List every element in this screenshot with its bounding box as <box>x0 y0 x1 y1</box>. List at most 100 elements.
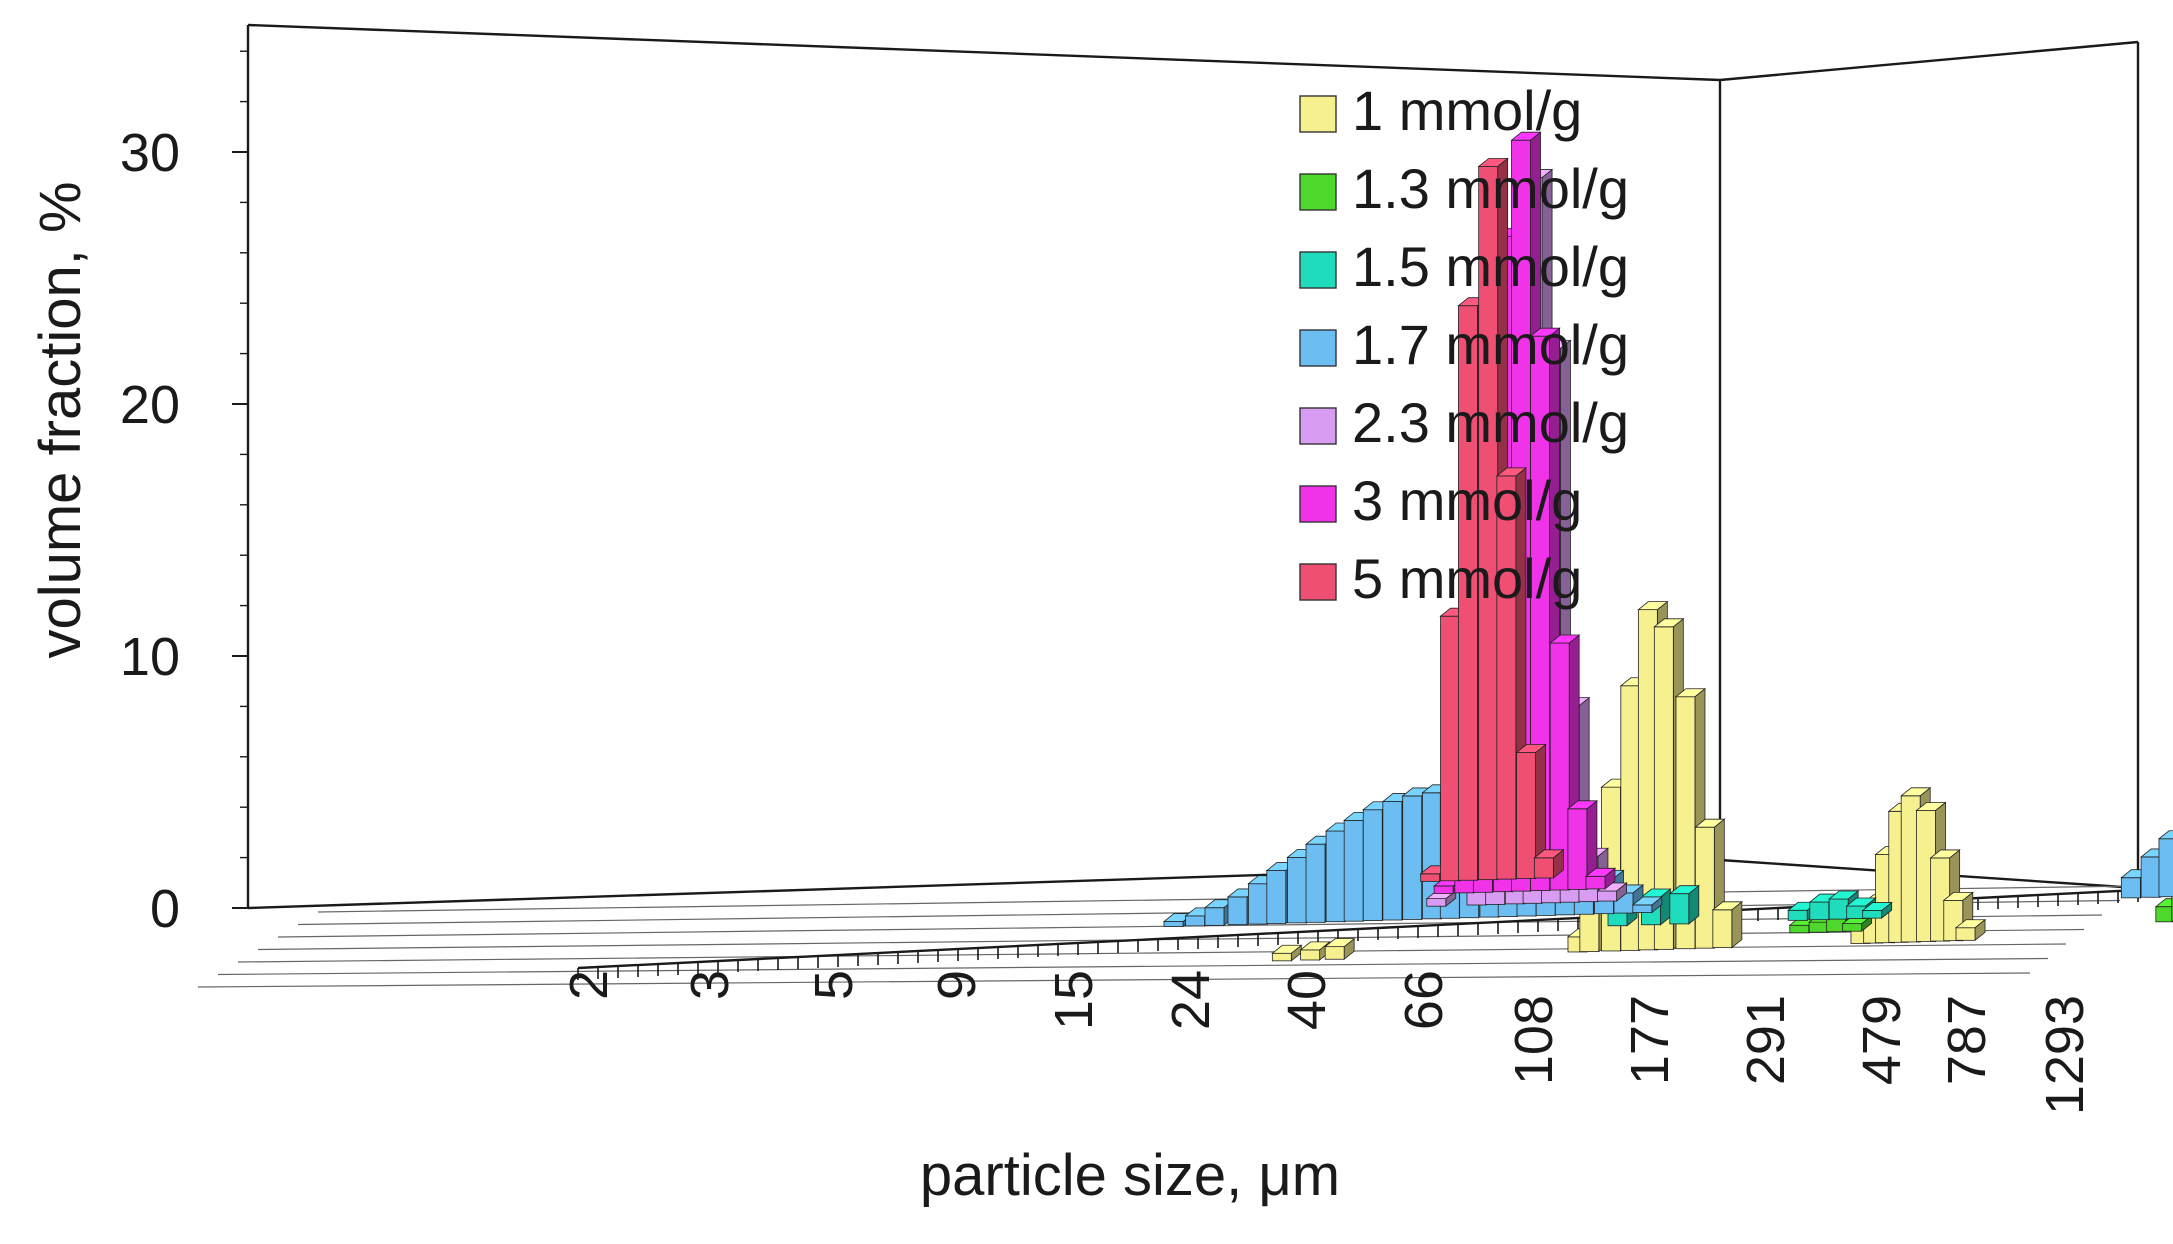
bar-front <box>1287 856 1307 924</box>
x-tick-label: 40 <box>1277 970 1337 1030</box>
x-tick-label: 5 <box>804 970 864 1000</box>
bar-top <box>1271 944 1303 954</box>
x-tick-label: 15 <box>1044 970 1104 1030</box>
chart-frame <box>246 23 2140 910</box>
bar-top <box>1942 891 1974 901</box>
bar-front <box>1185 915 1206 927</box>
bar-top <box>1510 131 1542 141</box>
bar-front <box>1248 883 1268 925</box>
legend-item: 1.7 mmol/g <box>1299 313 1629 376</box>
bar-front <box>2155 906 2173 923</box>
bar-top <box>1653 618 1685 628</box>
bar-top <box>1324 938 1356 948</box>
bar-top <box>1515 744 1547 753</box>
x-tick-label: 787 <box>1937 995 1997 1085</box>
bar-front <box>1496 475 1517 880</box>
bar-front <box>1809 901 1830 921</box>
back-wall-top-left <box>247 23 1721 82</box>
bar-top <box>1584 867 1617 877</box>
legend-item: 1.3 mmol/g <box>1299 157 1629 220</box>
bar-top <box>1694 818 1726 828</box>
x-axis-label: particle size, μm <box>920 1143 1340 1208</box>
x-tick-label: 2 <box>559 970 619 1000</box>
y-axis-ticks: 0 10 20 30 <box>120 50 248 939</box>
bar-front <box>1808 921 1829 933</box>
bar <box>1324 937 1356 961</box>
bar-top <box>1915 802 1947 811</box>
bar-front <box>1955 927 1976 941</box>
bar-top <box>1477 158 1509 167</box>
floor-row-line <box>197 972 2031 988</box>
legend-swatch <box>1299 173 1337 211</box>
legend-swatch <box>1299 407 1337 445</box>
bar <box>1495 467 1528 880</box>
bar <box>1271 944 1303 962</box>
back-wall-top-right <box>1719 40 2139 82</box>
bar <box>2154 898 2173 923</box>
x-tick-label: 479 <box>1852 995 1912 1085</box>
y-tick-label: 0 <box>150 879 180 939</box>
bar-top <box>1954 919 1987 929</box>
bar-top <box>1861 902 1893 911</box>
legend-label: 1.5 mmol/g <box>1352 235 1629 298</box>
bar-front <box>2120 877 2141 899</box>
legend-item: 3 mmol/g <box>1299 469 1582 532</box>
legend-label: 1.7 mmol/g <box>1352 313 1629 376</box>
bar-front <box>2171 895 2173 922</box>
legend-item: 2.3 mmol/g <box>1299 391 1629 454</box>
bar <box>2157 830 2173 898</box>
bar-front <box>1433 885 1454 894</box>
bar-front <box>1402 795 1423 920</box>
x-tick-label: 291 <box>1736 995 1796 1085</box>
bar <box>1954 918 1987 942</box>
bar-top <box>2154 898 2173 908</box>
x-tick-label: 24 <box>1161 970 1221 1030</box>
legend-item: 1.5 mmol/g <box>1299 235 1629 298</box>
bar-front <box>1669 893 1690 925</box>
bar-front <box>1305 843 1326 923</box>
bar-top <box>1299 941 1331 951</box>
bar <box>1631 896 1663 914</box>
bar-front <box>1325 830 1346 923</box>
bar-top <box>1495 467 1528 477</box>
bar-front <box>1712 909 1733 949</box>
bar-front <box>1789 924 1810 934</box>
bar-front <box>1420 873 1441 882</box>
legend-label: 3 mmol/g <box>1352 469 1582 532</box>
y-axis-label: volume fraction, % <box>28 181 93 658</box>
x-tick-label: 9 <box>927 970 987 1000</box>
legend-swatch <box>1299 95 1337 133</box>
bar-front <box>1828 898 1849 920</box>
y-tick-label: 10 <box>120 627 180 687</box>
bar <box>1584 867 1617 890</box>
bar-top <box>1674 688 1707 698</box>
bar-front <box>1271 952 1292 962</box>
bar-front <box>1426 898 1447 907</box>
floor-row-line <box>217 957 2049 976</box>
bar-series-5-mmol-g <box>1419 157 1565 883</box>
x-axis-ticks: 2 3 5 9 15 24 40 66 108 177 291 479 787 1293 <box>559 970 2095 1115</box>
x-tick-label: 1293 <box>2035 995 2095 1115</box>
legend-label: 2.3 mmol/g <box>1352 391 1629 454</box>
bar-front <box>1362 809 1383 922</box>
legend-item: 5 mmol/g <box>1299 547 1582 610</box>
bar <box>1566 799 1599 891</box>
legend-label: 1.3 mmol/g <box>1352 157 1629 220</box>
bar-front <box>1567 808 1588 890</box>
bar <box>1861 901 1893 919</box>
bar-front <box>1440 615 1460 882</box>
legend-swatch <box>1299 251 1337 289</box>
x-tick-label: 3 <box>680 970 740 1000</box>
bar-top <box>1668 885 1700 895</box>
bar-front <box>2158 838 2173 898</box>
bar-front <box>1300 949 1321 961</box>
y-tick-label: 30 <box>120 123 180 183</box>
bar-front <box>1533 857 1554 879</box>
bar-front <box>1343 819 1364 922</box>
bar-top <box>1533 849 1565 859</box>
bar <box>1711 900 1743 949</box>
bar <box>1668 884 1700 925</box>
bar <box>1533 848 1565 879</box>
bar-front <box>1862 910 1883 919</box>
